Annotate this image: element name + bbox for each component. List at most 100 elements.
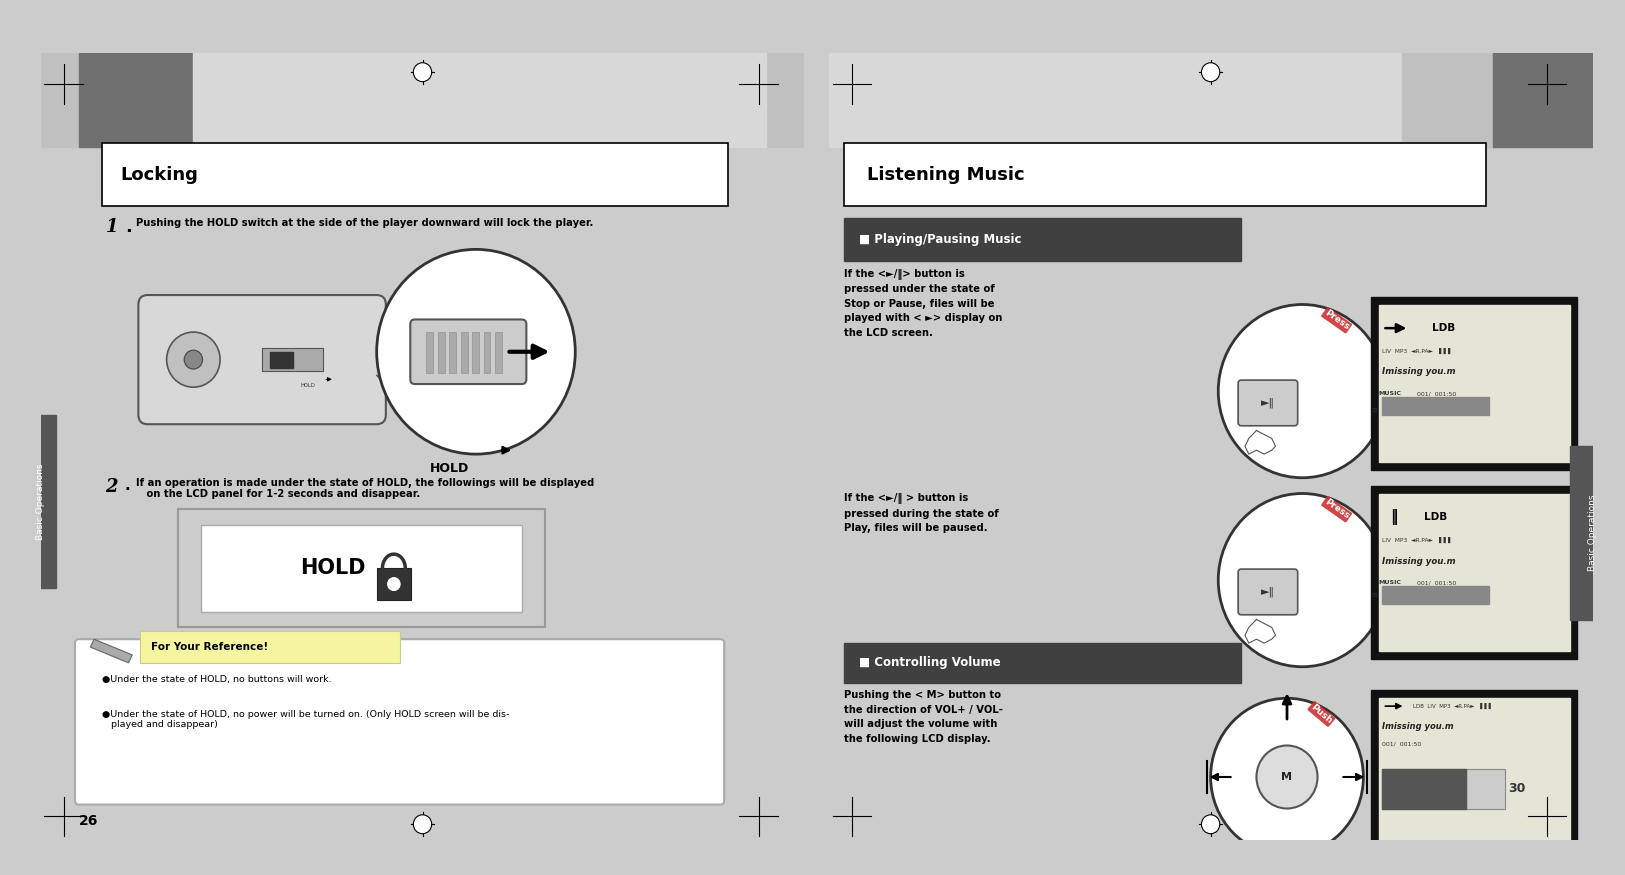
Circle shape — [1219, 304, 1386, 478]
Text: HOLD: HOLD — [301, 383, 315, 388]
Text: LIV  MP3  ◄R.PA►  ▐▐▐: LIV MP3 ◄R.PA► ▐▐▐ — [1383, 347, 1451, 354]
Bar — [202, 525, 522, 612]
Bar — [473, 332, 479, 373]
FancyBboxPatch shape — [1238, 380, 1298, 426]
Bar — [41, 52, 804, 147]
Bar — [449, 332, 457, 373]
Text: LDB: LDB — [1432, 323, 1456, 333]
Text: LIV  MP3  ◄R.PA►  ▐▐▐: LIV MP3 ◄R.PA► ▐▐▐ — [1383, 536, 1451, 542]
Bar — [193, 52, 767, 147]
Bar — [102, 143, 728, 206]
FancyBboxPatch shape — [1238, 569, 1298, 615]
Circle shape — [1201, 63, 1220, 81]
Bar — [1372, 486, 1578, 659]
Text: ●Under the state of HOLD, no buttons will work.: ●Under the state of HOLD, no buttons wil… — [102, 675, 332, 683]
Bar — [829, 52, 1592, 147]
Bar — [496, 332, 502, 373]
Bar — [829, 52, 1401, 147]
Text: ‖: ‖ — [1389, 509, 1398, 525]
Text: If the <►/‖> button is
pressed under the state of
Stop or Pause, files will be
p: If the <►/‖> button is pressed under the… — [843, 270, 1003, 338]
Text: LDB  LIV  MP3  ◄R.PA►  ▐▐▐: LDB LIV MP3 ◄R.PA► ▐▐▐ — [1414, 704, 1490, 709]
Text: 26: 26 — [78, 814, 98, 828]
Bar — [484, 332, 491, 373]
Text: ►‖: ►‖ — [1261, 586, 1276, 597]
Bar — [1372, 690, 1578, 848]
Text: 2: 2 — [106, 478, 119, 496]
Bar — [78, 52, 193, 147]
Bar — [18, 415, 55, 588]
Bar — [843, 643, 1242, 682]
Text: .: . — [125, 218, 132, 236]
Text: ●Under the state of HOLD, no power will be turned on. (Only HOLD screen will be : ●Under the state of HOLD, no power will … — [102, 710, 509, 730]
Text: Pushing the HOLD switch at the side of the player downward will lock the player.: Pushing the HOLD switch at the side of t… — [136, 218, 593, 228]
Text: Imissing you.m: Imissing you.m — [1383, 722, 1454, 731]
Text: MUSIC: MUSIC — [1378, 391, 1402, 396]
FancyBboxPatch shape — [138, 295, 385, 424]
Circle shape — [1211, 698, 1363, 856]
Text: Imissing you.m: Imissing you.m — [1383, 368, 1456, 376]
Bar — [1570, 446, 1607, 620]
Bar — [1378, 493, 1570, 651]
Text: Press: Press — [1323, 498, 1350, 521]
Text: Listening Music: Listening Music — [868, 165, 1025, 184]
Bar — [262, 347, 323, 371]
Circle shape — [184, 350, 203, 369]
Bar — [1383, 769, 1466, 808]
Text: 30: 30 — [1372, 593, 1378, 598]
Text: ■ Playing/Pausing Music: ■ Playing/Pausing Music — [860, 233, 1022, 246]
Text: If an operation is made under the state of HOLD, the followings will be displaye: If an operation is made under the state … — [136, 478, 595, 500]
Circle shape — [1201, 815, 1220, 834]
Text: 30: 30 — [1372, 409, 1378, 413]
Bar — [843, 218, 1242, 261]
Bar — [1383, 586, 1490, 604]
Text: Basic Operations: Basic Operations — [1588, 494, 1597, 571]
Bar — [1383, 769, 1505, 808]
Text: 001/  001:50: 001/ 001:50 — [1383, 741, 1422, 746]
Bar — [270, 352, 292, 367]
Bar — [1378, 698, 1570, 840]
Text: Pushing the < M> button to
the direction of VOL+ / VOL-
will adjust the volume w: Pushing the < M> button to the direction… — [843, 690, 1003, 744]
Text: .: . — [125, 478, 130, 493]
Text: If the <►/‖ > button is
pressed during the state of
Play, files will be paused.: If the <►/‖ > button is pressed during t… — [843, 493, 999, 533]
Circle shape — [1219, 493, 1386, 667]
Text: For Your Reference!: For Your Reference! — [151, 642, 268, 652]
Bar — [437, 332, 445, 373]
Bar — [1378, 304, 1570, 462]
Bar — [426, 332, 434, 373]
Circle shape — [167, 332, 219, 387]
Bar — [377, 569, 411, 600]
Bar — [1372, 297, 1578, 470]
FancyBboxPatch shape — [410, 319, 526, 384]
Text: LDB: LDB — [1425, 512, 1448, 522]
Bar — [179, 509, 544, 627]
Text: 1: 1 — [106, 218, 119, 236]
Text: M: M — [1282, 772, 1292, 782]
Text: HOLD: HOLD — [431, 462, 470, 475]
Bar — [1383, 397, 1490, 415]
Text: 27: 27 — [1528, 814, 1547, 828]
Circle shape — [1256, 746, 1318, 808]
Text: Imissing you.m: Imissing you.m — [1383, 556, 1456, 565]
Text: HOLD: HOLD — [301, 558, 366, 578]
Circle shape — [377, 249, 575, 454]
Text: 30: 30 — [1508, 782, 1526, 795]
Bar — [1493, 52, 1592, 147]
Text: ►‖: ►‖ — [1261, 397, 1276, 408]
Circle shape — [413, 63, 432, 81]
Text: 001/  001:50: 001/ 001:50 — [1417, 580, 1456, 585]
Text: Push: Push — [1308, 703, 1334, 725]
Circle shape — [413, 815, 432, 834]
Text: Press: Press — [1323, 309, 1350, 332]
Text: 001/  001:50: 001/ 001:50 — [1417, 391, 1456, 396]
Text: Locking: Locking — [120, 165, 198, 184]
Bar — [843, 143, 1485, 206]
Text: Basic Operations: Basic Operations — [36, 463, 46, 540]
Circle shape — [388, 578, 400, 591]
Bar — [461, 332, 468, 373]
Polygon shape — [91, 639, 132, 663]
Text: MUSIC: MUSIC — [1378, 580, 1402, 585]
Text: ■ Controlling Volume: ■ Controlling Volume — [860, 656, 1001, 669]
FancyBboxPatch shape — [75, 639, 725, 805]
Bar — [1401, 52, 1493, 147]
Bar — [140, 632, 400, 663]
